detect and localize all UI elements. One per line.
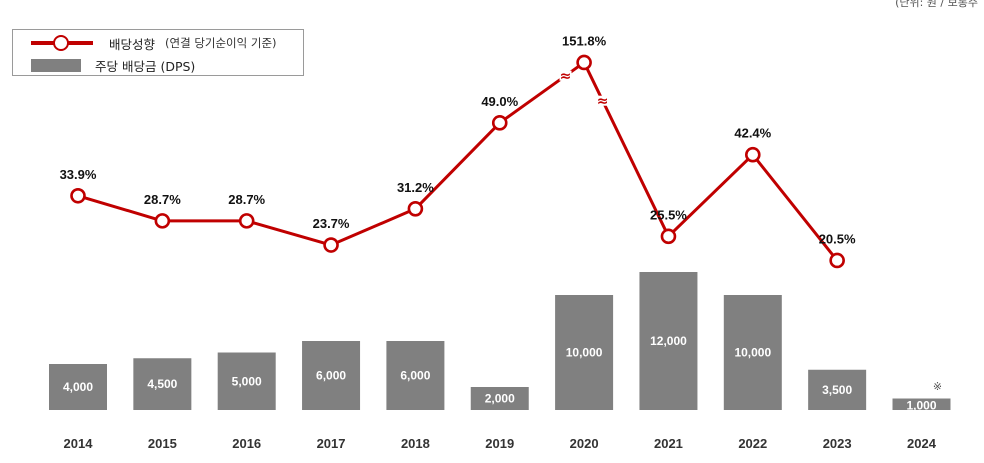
axis-break-gap-2 <box>596 95 609 106</box>
payout-point-2019 <box>491 115 508 131</box>
payout-label-2019: 49.0% <box>481 94 518 109</box>
axis-break-gap-1 <box>559 70 572 81</box>
axis-break-mark-2: ≈ <box>597 94 609 110</box>
payout-label-2023: 20.5% <box>819 231 856 246</box>
dps-bar-2017 <box>302 341 361 410</box>
dps-bar-2018 <box>386 341 445 410</box>
x-tick-2021: 2021 <box>654 436 683 451</box>
dps-label-2020: 10,000 <box>566 346 603 360</box>
legend-line-marker-icon <box>29 33 95 53</box>
x-tick-2020: 2020 <box>570 436 599 451</box>
payout-point-2014 <box>70 187 86 204</box>
legend-item-payout-ratio: 배당성향 (연결 당기순이익 기준) <box>13 33 277 53</box>
payout-point-2015 <box>154 213 171 229</box>
payout-segment-2016-2017 <box>245 219 333 247</box>
axis-break-mark-1: ≈ <box>560 69 572 85</box>
legend-line-sublabel: (연결 당기순이익 기준) <box>165 36 277 50</box>
x-tick-2024: 2024 <box>907 436 937 451</box>
dps-label-2022: 10,000 <box>734 346 771 360</box>
dps-label-2018: 6,000 <box>400 369 430 383</box>
payout-point-2023 <box>829 252 845 269</box>
x-tick-2017: 2017 <box>317 436 346 451</box>
dps-label-2016: 5,000 <box>232 374 262 388</box>
footnote-mark: ※ <box>933 380 942 393</box>
x-tick-2022: 2022 <box>738 436 767 451</box>
dps-bar-2015 <box>133 358 192 410</box>
unit-note: (단위: 원 / 보통주 <box>895 0 978 9</box>
dps-bar-2024 <box>892 398 951 410</box>
legend-line-label: 배당성향 <box>109 36 156 52</box>
x-tick-2015: 2015 <box>148 436 177 451</box>
payout-segment-2021-2022 <box>666 153 755 238</box>
payout-label-2018: 31.2% <box>397 180 434 195</box>
dps-bar-2020 <box>555 295 614 410</box>
payout-segment-2022-2023 <box>751 153 839 262</box>
legend-bar-label: 주당 배당금 (DPS) <box>95 58 196 74</box>
x-tick-2014: 2014 <box>64 436 94 451</box>
payout-label-2020: 151.8% <box>562 33 607 48</box>
payout-point-2021 <box>660 228 677 245</box>
dps-bar-2016 <box>217 352 276 410</box>
payout-point-2018 <box>407 201 424 217</box>
payout-point-2017 <box>323 237 339 253</box>
payout-label-2016: 28.7% <box>228 192 265 207</box>
payout-label-2021: 25.5% <box>650 207 687 222</box>
dps-label-2021: 12,000 <box>650 334 687 348</box>
dps-bar-2019 <box>470 387 529 410</box>
dps-label-2014: 4,000 <box>63 380 93 394</box>
payout-point-2020 <box>576 54 592 71</box>
payout-label-2014: 33.9% <box>60 167 97 182</box>
payout-label-2015: 28.7% <box>144 192 181 207</box>
dps-bar-2021 <box>639 272 698 410</box>
payout-segment-2020-2021 <box>582 60 670 238</box>
dps-bar-2014 <box>49 364 107 410</box>
payout-label-2017: 23.7% <box>313 216 350 231</box>
x-tick-2023: 2023 <box>823 436 852 451</box>
payout-point-2022 <box>744 146 761 163</box>
dps-bar-2022 <box>723 295 782 410</box>
payout-segment-2017-2018 <box>329 207 417 247</box>
payout-segment-2014-2015 <box>76 194 164 223</box>
dps-label-2023: 3,500 <box>822 383 852 397</box>
x-tick-2019: 2019 <box>485 436 514 451</box>
dps-bar-2023 <box>808 369 867 410</box>
dps-label-2017: 6,000 <box>316 369 346 383</box>
payout-label-2022: 42.4% <box>734 126 771 141</box>
payout-segment-2018-2019 <box>413 121 502 211</box>
dps-label-2024: 1,000 <box>906 398 936 412</box>
legend-item-dps: 주당 배당금 (DPS) <box>13 55 195 75</box>
x-tick-2018: 2018 <box>401 436 430 451</box>
legend: 배당성향 (연결 당기순이익 기준) 주당 배당금 (DPS) <box>12 29 304 76</box>
legend-bar-swatch-icon <box>31 58 81 72</box>
dps-label-2019: 2,000 <box>485 392 515 406</box>
x-tick-2016: 2016 <box>232 436 261 451</box>
dps-label-2015: 4,500 <box>147 377 177 391</box>
payout-point-2016 <box>238 213 255 229</box>
